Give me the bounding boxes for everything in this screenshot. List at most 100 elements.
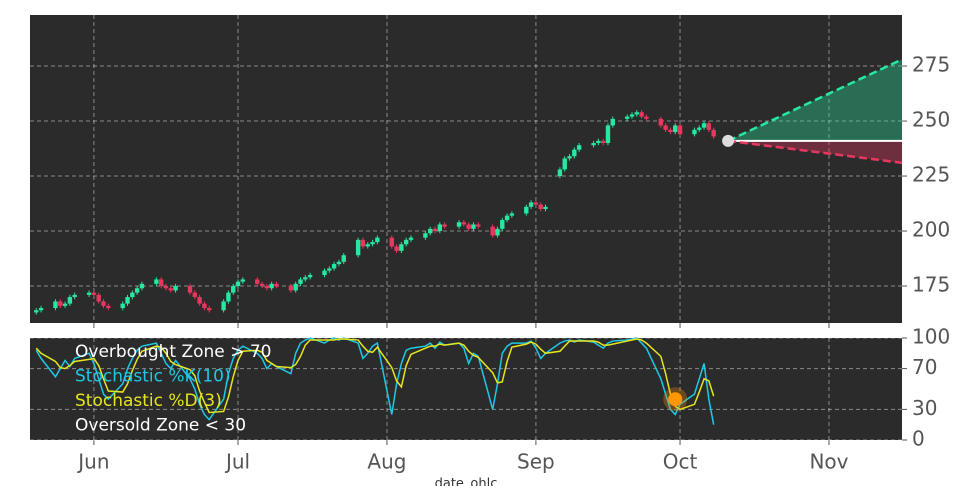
- candle-body: [139, 283, 145, 289]
- candle-body: [67, 297, 73, 304]
- candle-body: [303, 277, 308, 280]
- candle-body: [557, 169, 563, 177]
- candle-body: [307, 275, 313, 278]
- candle-body: [331, 264, 337, 269]
- candle-body: [600, 140, 606, 144]
- candle-body: [163, 286, 169, 289]
- candle-body: [264, 286, 270, 289]
- candle-body: [58, 301, 63, 306]
- candle-body: [62, 303, 68, 306]
- signal-marker: [668, 392, 683, 407]
- candle-body: [490, 226, 495, 236]
- x-tick-label: Sep: [517, 450, 555, 474]
- x-tick-label: Aug: [367, 450, 406, 474]
- candle-body: [504, 215, 510, 221]
- candle-body: [240, 279, 246, 282]
- candle-body: [495, 228, 500, 236]
- candle-body: [226, 292, 231, 302]
- forecast-origin: [722, 134, 735, 147]
- candle-body: [187, 286, 193, 293]
- y-tick-label: 175: [912, 273, 950, 297]
- candle-body: [394, 246, 399, 251]
- price-panel: [30, 15, 902, 323]
- candle-body: [173, 286, 178, 291]
- candle-body: [456, 222, 462, 227]
- candle-body: [432, 228, 438, 232]
- candle-body: [706, 123, 712, 130]
- candle-body: [428, 228, 433, 234]
- y-tick-label: 250: [912, 108, 950, 132]
- candle-body: [221, 301, 226, 311]
- candle-body: [360, 239, 366, 247]
- candle-body: [154, 279, 159, 284]
- candle-body: [562, 158, 567, 170]
- candle-body: [509, 213, 515, 216]
- legend-entry: Stochastic %D(3): [75, 391, 222, 411]
- candle-body: [298, 279, 303, 284]
- oscillator-line: [35, 337, 715, 425]
- y-tick-label: 0: [912, 427, 925, 451]
- candle-body: [197, 297, 202, 304]
- candle-body: [235, 281, 241, 287]
- candle-body: [408, 237, 414, 240]
- candle-body: [639, 112, 644, 117]
- candle-body: [259, 283, 265, 287]
- candle-body: [692, 129, 697, 135]
- x-tick-label: Jul: [224, 450, 250, 474]
- candle-body: [53, 301, 58, 309]
- legend-entry: Oversold Zone < 30: [75, 416, 246, 436]
- candle-body: [34, 310, 39, 313]
- candle-body: [610, 118, 615, 126]
- candle-body: [538, 204, 543, 210]
- candle-body: [341, 255, 346, 262]
- candle-body: [500, 220, 505, 229]
- candle-body: [207, 308, 212, 311]
- x-tick-label: Oct: [663, 450, 698, 474]
- y-tick-label: 225: [912, 163, 950, 187]
- candle-body: [322, 270, 327, 276]
- candle-body: [125, 297, 130, 304]
- candle-body: [370, 242, 375, 245]
- candle-body: [423, 233, 428, 238]
- candle-body: [327, 268, 332, 271]
- candle-body: [596, 140, 601, 144]
- x-tick-label: Nov: [809, 450, 848, 474]
- candle-body: [72, 294, 77, 298]
- forecast-upper: [727, 58, 903, 142]
- candle-body: [158, 279, 164, 287]
- candle-body: [634, 112, 639, 115]
- candle-body: [192, 292, 197, 298]
- candle-body: [86, 292, 92, 295]
- candle-body: [471, 224, 476, 229]
- candle-body: [701, 123, 707, 128]
- y-tick-label: 70: [912, 355, 937, 379]
- legend-entry: Stochastic %K(10): [75, 367, 231, 387]
- candle-body: [668, 129, 673, 133]
- candle-body: [355, 239, 361, 256]
- candle-body: [130, 292, 135, 298]
- oscillator-line: [35, 338, 715, 414]
- candle-body: [269, 283, 274, 289]
- candle-body: [711, 129, 716, 137]
- candle-body: [231, 286, 236, 293]
- candle-body: [255, 279, 260, 284]
- candle-body: [524, 206, 529, 214]
- candle-body: [120, 303, 125, 309]
- candle-body: [365, 244, 370, 247]
- candle-body: [624, 116, 630, 119]
- candle-body: [591, 143, 596, 146]
- x-axis-label: date_ohlc: [435, 477, 498, 486]
- candle-body: [375, 237, 380, 243]
- forecast-lower: [727, 139, 903, 165]
- candle-body: [629, 114, 635, 117]
- candle-body: [466, 224, 471, 229]
- candle-body: [644, 116, 649, 119]
- y-tick-label: 200: [912, 218, 950, 242]
- x-tick-label: Jun: [76, 450, 109, 474]
- candle-body: [288, 286, 294, 291]
- candle-body: [336, 261, 342, 265]
- candle-body: [533, 202, 539, 205]
- candle-body: [663, 125, 668, 130]
- candle-body: [677, 125, 683, 135]
